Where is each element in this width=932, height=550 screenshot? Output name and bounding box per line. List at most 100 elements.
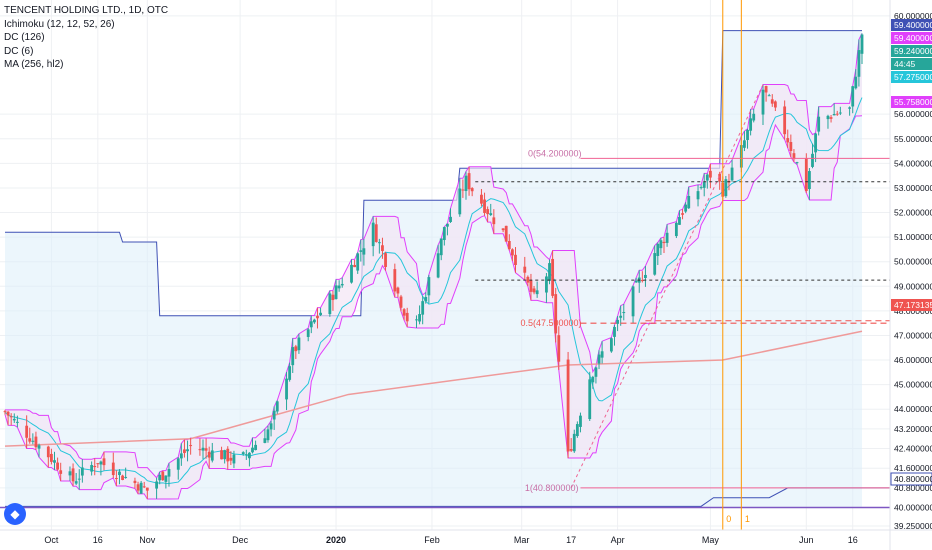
candle-body[interactable] — [749, 118, 753, 131]
candle-body[interactable] — [699, 187, 703, 189]
candle-body[interactable] — [619, 315, 623, 318]
candle-body[interactable] — [783, 106, 787, 135]
candle-body[interactable] — [674, 222, 678, 237]
candle-body[interactable] — [631, 286, 635, 317]
candle-body[interactable] — [25, 425, 29, 438]
candle-body[interactable] — [12, 418, 16, 421]
candle-body[interactable] — [436, 253, 440, 278]
candle-body[interactable] — [114, 478, 118, 480]
candle-body[interactable] — [133, 480, 137, 484]
candle-body[interactable] — [569, 449, 573, 451]
candle-body[interactable] — [786, 138, 790, 143]
candle-body[interactable] — [3, 411, 7, 413]
candle-body[interactable] — [161, 471, 165, 481]
candle-body[interactable] — [857, 50, 861, 77]
candle-body[interactable] — [545, 276, 548, 293]
candle-body[interactable] — [201, 447, 205, 451]
candle-body[interactable] — [724, 179, 728, 197]
candle-body[interactable] — [384, 253, 387, 268]
candle-body[interactable] — [644, 274, 647, 279]
candle-body[interactable] — [381, 245, 384, 251]
candle-body[interactable] — [288, 366, 292, 380]
candle-body[interactable] — [316, 316, 319, 319]
legend-ma[interactable]: MA (256, hl2) — [4, 59, 64, 70]
legend-dc126[interactable]: DC (126) — [4, 32, 45, 43]
candle-body[interactable] — [155, 481, 159, 489]
candle-body[interactable] — [46, 446, 50, 458]
candle-body[interactable] — [297, 337, 301, 351]
candle-body[interactable] — [415, 319, 418, 321]
candle-body[interactable] — [687, 195, 691, 209]
candle-body[interactable] — [489, 213, 493, 216]
candle-body[interactable] — [350, 264, 353, 283]
candle-body[interactable] — [439, 238, 443, 256]
candle-body[interactable] — [507, 240, 511, 250]
candle-body[interactable] — [204, 448, 208, 451]
candle-body[interactable] — [566, 359, 570, 452]
candle-body[interactable] — [167, 469, 171, 477]
candle-body[interactable] — [427, 277, 431, 296]
candle-body[interactable] — [761, 89, 765, 115]
candle-body[interactable] — [93, 465, 97, 468]
candle-body[interactable] — [807, 171, 811, 190]
candle-body[interactable] — [696, 191, 700, 200]
candle-body[interactable] — [532, 288, 536, 293]
candle-body[interactable] — [269, 423, 273, 430]
candle-body[interactable] — [535, 290, 539, 295]
candle-body[interactable] — [337, 285, 341, 289]
candle-body[interactable] — [405, 312, 409, 322]
candle-body[interactable] — [291, 347, 295, 366]
candle-body[interactable] — [393, 269, 397, 292]
candle-body[interactable] — [186, 449, 189, 452]
candle-body[interactable] — [458, 188, 462, 215]
candle-body[interactable] — [789, 142, 793, 151]
candle-body[interactable] — [860, 34, 864, 54]
candle-body[interactable] — [226, 448, 230, 462]
legend-ichimoku[interactable]: Ichimoku (12, 12, 52, 26) — [4, 18, 115, 30]
candle-body[interactable] — [461, 189, 465, 191]
candle-body[interactable] — [600, 351, 604, 358]
candle-body[interactable] — [854, 76, 858, 89]
candle-body[interactable] — [851, 86, 855, 107]
candle-body[interactable] — [251, 447, 254, 453]
candle-body[interactable] — [514, 254, 517, 265]
candle-body[interactable] — [399, 296, 403, 308]
candle-body[interactable] — [832, 114, 836, 116]
candle-body[interactable] — [579, 415, 582, 427]
candle-body[interactable] — [743, 140, 746, 148]
candle-body[interactable] — [795, 162, 799, 164]
candle-body[interactable] — [176, 458, 180, 470]
candle-body[interactable] — [102, 458, 106, 466]
candle-body[interactable] — [594, 367, 598, 377]
candle-body[interactable] — [99, 461, 103, 465]
candle-body[interactable] — [421, 301, 425, 315]
candle-body[interactable] — [575, 424, 579, 437]
candle-body[interactable] — [662, 241, 666, 244]
candle-body[interactable] — [829, 117, 833, 119]
candle-body[interactable] — [442, 227, 446, 241]
candle-body[interactable] — [96, 463, 100, 465]
candle-body[interactable] — [708, 170, 712, 178]
candle-body[interactable] — [767, 95, 771, 97]
candle-body[interactable] — [207, 451, 211, 458]
candle-body[interactable] — [142, 486, 146, 488]
candle-body[interactable] — [223, 450, 227, 460]
candle-body[interactable] — [678, 217, 681, 225]
candle-body[interactable] — [210, 450, 214, 461]
candle-body[interactable] — [9, 416, 13, 418]
candle-body[interactable] — [681, 213, 684, 215]
candle-body[interactable] — [275, 401, 279, 412]
candle-body[interactable] — [501, 228, 505, 231]
candle-body[interactable] — [730, 167, 734, 181]
candle-body[interactable] — [272, 410, 276, 420]
candle-body[interactable] — [77, 478, 81, 480]
candle-body[interactable] — [659, 240, 663, 249]
candle-body[interactable] — [616, 319, 619, 324]
candle-body[interactable] — [328, 293, 332, 315]
candle-body[interactable] — [510, 249, 514, 256]
candle-body[interactable] — [504, 225, 508, 242]
candle-body[interactable] — [752, 113, 756, 121]
candle-body[interactable] — [340, 283, 344, 286]
legend-dc6[interactable]: DC (6) — [4, 45, 34, 57]
